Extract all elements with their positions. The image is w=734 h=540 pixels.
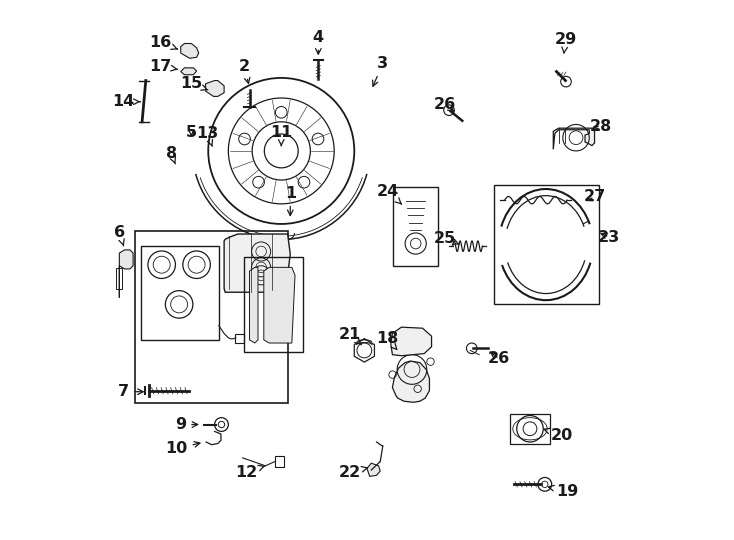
Text: 13: 13 bbox=[196, 126, 218, 146]
Text: 9: 9 bbox=[175, 417, 197, 432]
Text: 28: 28 bbox=[590, 119, 612, 133]
Text: 6: 6 bbox=[114, 226, 125, 246]
Polygon shape bbox=[181, 44, 199, 58]
Text: 17: 17 bbox=[150, 59, 178, 74]
Bar bbox=[275, 456, 285, 467]
Bar bbox=[135, 231, 288, 403]
Text: 27: 27 bbox=[584, 190, 606, 205]
Polygon shape bbox=[367, 463, 380, 476]
Text: 15: 15 bbox=[180, 76, 208, 91]
Polygon shape bbox=[181, 68, 197, 75]
Text: 20: 20 bbox=[544, 428, 573, 443]
Text: 7: 7 bbox=[118, 384, 143, 399]
Text: 12: 12 bbox=[235, 464, 264, 480]
Bar bbox=[393, 187, 438, 266]
Bar bbox=[244, 256, 303, 352]
Text: 25: 25 bbox=[435, 231, 459, 246]
Text: 29: 29 bbox=[554, 32, 577, 53]
Text: 10: 10 bbox=[165, 441, 200, 456]
Text: 2: 2 bbox=[239, 59, 250, 83]
Text: 3: 3 bbox=[373, 56, 388, 86]
Text: 21: 21 bbox=[339, 327, 361, 345]
Bar bbox=[116, 268, 122, 288]
Text: 4: 4 bbox=[313, 30, 324, 54]
Polygon shape bbox=[224, 234, 290, 292]
Text: 19: 19 bbox=[548, 484, 578, 499]
Polygon shape bbox=[250, 267, 258, 343]
Bar bbox=[494, 185, 599, 305]
Polygon shape bbox=[553, 128, 595, 150]
Polygon shape bbox=[264, 267, 295, 343]
Polygon shape bbox=[393, 361, 429, 402]
Bar bbox=[510, 415, 550, 443]
Text: 26: 26 bbox=[488, 352, 510, 367]
Text: 14: 14 bbox=[112, 94, 140, 109]
Polygon shape bbox=[120, 250, 133, 298]
Text: 5: 5 bbox=[186, 125, 197, 140]
Bar bbox=[235, 334, 244, 343]
Text: 23: 23 bbox=[598, 230, 620, 245]
Polygon shape bbox=[206, 80, 224, 97]
Text: 8: 8 bbox=[166, 146, 177, 164]
Polygon shape bbox=[390, 327, 432, 356]
Bar bbox=[140, 246, 219, 340]
Text: 18: 18 bbox=[376, 332, 399, 349]
Text: 26: 26 bbox=[435, 97, 457, 112]
Text: 22: 22 bbox=[339, 464, 367, 480]
Text: 24: 24 bbox=[377, 184, 401, 204]
Text: 16: 16 bbox=[150, 35, 178, 50]
Text: 1: 1 bbox=[285, 186, 296, 215]
Text: 11: 11 bbox=[270, 125, 292, 146]
